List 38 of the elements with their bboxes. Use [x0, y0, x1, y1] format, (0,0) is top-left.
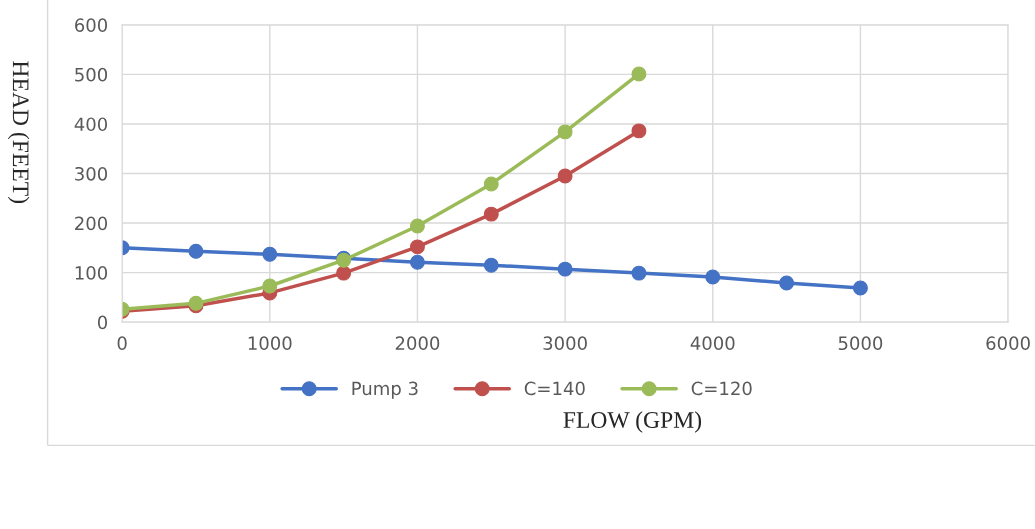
point	[557, 124, 573, 140]
point	[852, 280, 868, 296]
x-tick-label: 0	[117, 336, 127, 351]
point	[262, 278, 278, 294]
x-axis-title: FLOW (GPM)	[563, 411, 702, 433]
point	[336, 265, 352, 281]
point	[483, 176, 499, 192]
legend-label: C=120	[691, 381, 752, 396]
point	[483, 257, 499, 273]
y-tick-label: 500	[75, 67, 108, 82]
point	[409, 254, 425, 270]
x-tick-label: 5000	[838, 336, 883, 351]
point	[705, 269, 721, 285]
point	[483, 206, 499, 222]
point	[262, 246, 278, 262]
y-tick-label: 600	[75, 18, 108, 32]
point	[631, 123, 647, 139]
point	[409, 218, 425, 234]
x-tick-label: 1000	[248, 336, 292, 351]
legend-label: C=140	[524, 381, 585, 396]
y-tick-label: 200	[75, 216, 108, 231]
x-tick-label: 3000	[543, 336, 587, 351]
point	[631, 265, 647, 281]
y-tick-label: 300	[75, 166, 108, 181]
point	[557, 168, 573, 184]
y-tick-label: 100	[75, 266, 108, 280]
point	[779, 275, 795, 291]
y-tick-label: 400	[74, 117, 108, 132]
x-tick-label: 4000	[690, 336, 735, 351]
point	[557, 261, 573, 277]
point	[409, 239, 425, 255]
point	[631, 66, 647, 82]
x-tick-label: 2000	[395, 336, 440, 351]
point	[188, 243, 204, 259]
y-axis-title: HEAD (FEET)	[7, 61, 30, 204]
legend-label: Pump 3	[352, 381, 418, 399]
x-tick-label: 6000	[986, 336, 1030, 351]
y-tick-label: 0	[97, 315, 108, 330]
